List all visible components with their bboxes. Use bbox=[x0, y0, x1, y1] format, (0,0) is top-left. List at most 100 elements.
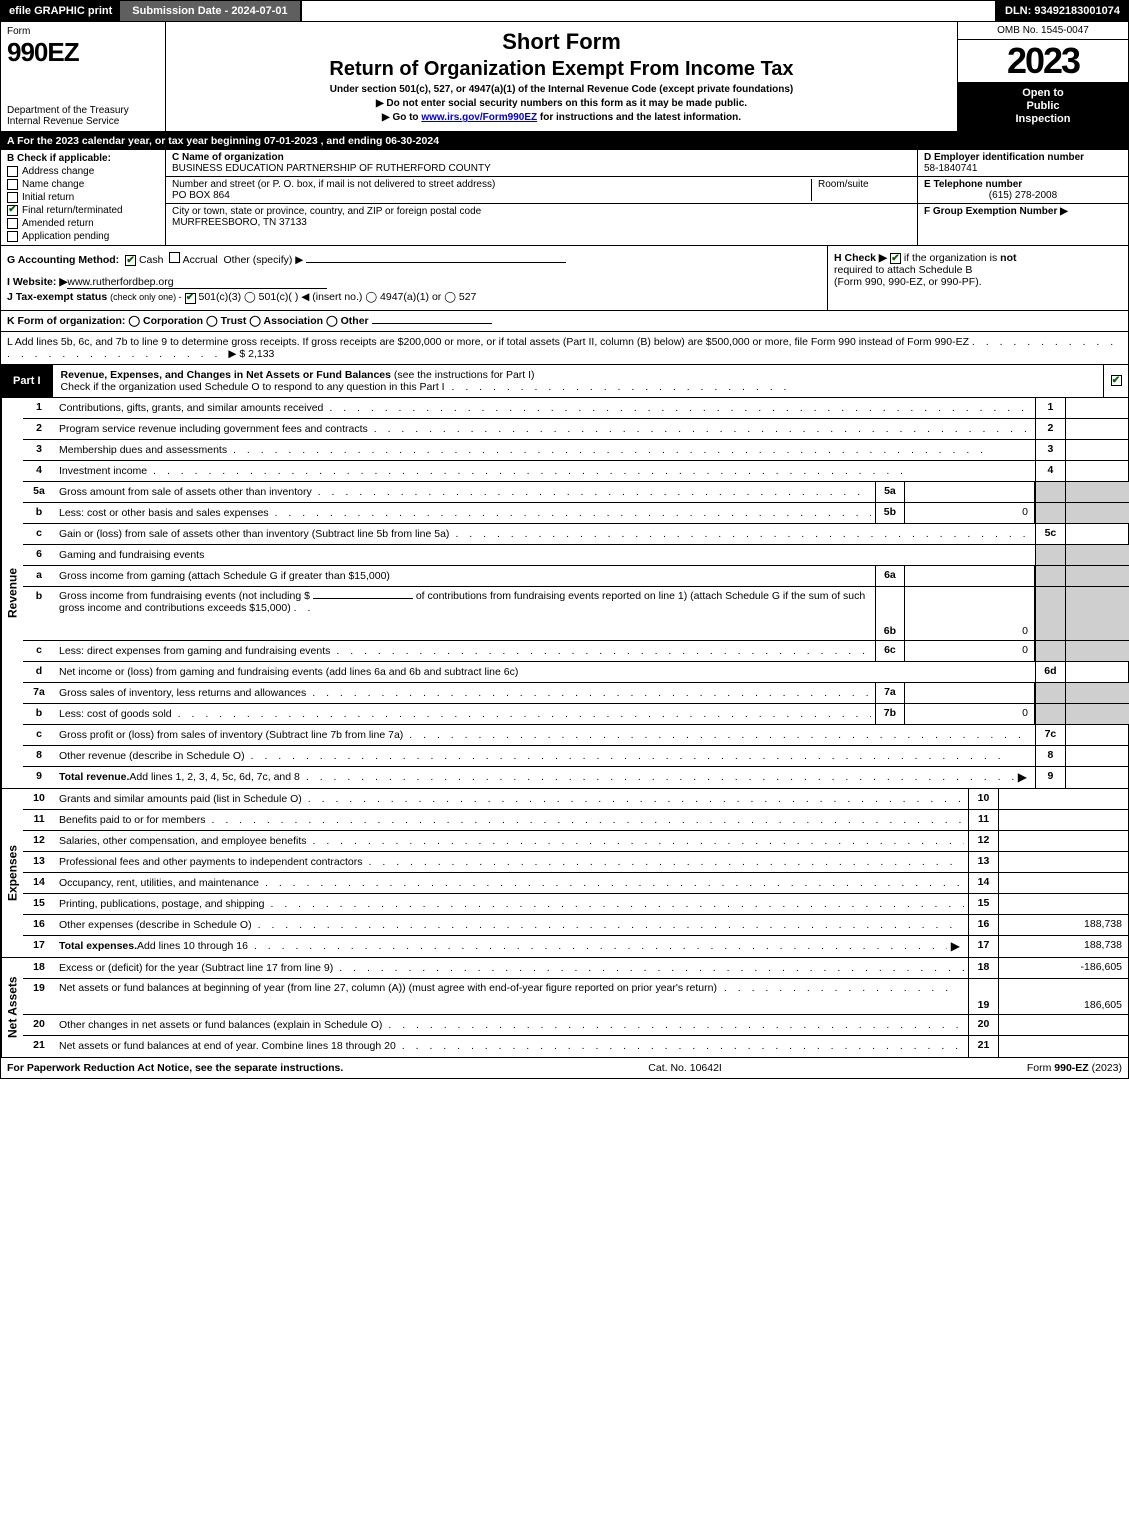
row-desc: Excess or (deficit) for the year (Subtra… bbox=[55, 958, 968, 978]
group-exemption-block: F Group Exemption Number ▶ bbox=[918, 204, 1128, 219]
row-right-value bbox=[998, 852, 1128, 872]
chk-name-change[interactable]: Name change bbox=[7, 179, 159, 190]
row-num: 9 bbox=[23, 767, 55, 788]
dots: . . . . . . . . . . . . . . . . . . . . … bbox=[270, 898, 964, 910]
table-row: 10 Grants and similar amounts paid (list… bbox=[23, 789, 1128, 810]
checkbox-icon bbox=[125, 255, 136, 266]
chk-application-pending[interactable]: Application pending bbox=[7, 231, 159, 242]
row-text: Gaming and fundraising events bbox=[59, 549, 204, 561]
dots: . . . . . . . . . . . . . . . . . bbox=[717, 982, 952, 994]
part-1-sub: Check if the organization used Schedule … bbox=[61, 381, 445, 393]
row-text: Printing, publications, postage, and shi… bbox=[59, 898, 264, 910]
line-k-text: K Form of organization: ◯ Corporation ◯ … bbox=[7, 315, 369, 327]
table-row: 17 Total expenses. Add lines 10 through … bbox=[23, 936, 1128, 957]
goto-prefix: ▶ Go to bbox=[382, 112, 421, 123]
row-num: 21 bbox=[23, 1036, 55, 1057]
row-mid-label: 7b bbox=[875, 704, 905, 724]
ein-block: D Employer identification number 58-1840… bbox=[918, 150, 1128, 177]
row-mid-value: 0 bbox=[905, 641, 1035, 661]
efile-print-label[interactable]: efile GRAPHIC print bbox=[1, 1, 120, 21]
row-right-label: 2 bbox=[1035, 419, 1065, 439]
accrual-label: Accrual bbox=[183, 254, 218, 266]
dots: . . . . . . . . . . . . . . . . . . . . … bbox=[409, 729, 1031, 741]
row-desc: Less: cost of goods sold. . . . . . . . … bbox=[55, 704, 875, 724]
arrow-icon: ▶ bbox=[1018, 770, 1027, 784]
street-block: Number and street (or P. O. box, if mail… bbox=[172, 179, 811, 201]
checkbox-icon[interactable] bbox=[1111, 375, 1122, 386]
chk-initial-return[interactable]: Initial return bbox=[7, 192, 159, 203]
chk-address-change[interactable]: Address change bbox=[7, 166, 159, 177]
row-mid-label: 7a bbox=[875, 683, 905, 703]
org-name-block: C Name of organization BUSINESS EDUCATIO… bbox=[166, 150, 917, 177]
group-label: F Group Exemption Number ▶ bbox=[924, 206, 1068, 217]
other-label: Other (specify) ▶ bbox=[224, 254, 304, 266]
checkbox-icon bbox=[7, 179, 18, 190]
table-row: 13 Professional fees and other payments … bbox=[23, 852, 1128, 873]
row-desc: Gain or (loss) from sale of assets other… bbox=[55, 524, 1035, 544]
row-mid-label: 5a bbox=[875, 482, 905, 502]
row-right-label: 10 bbox=[968, 789, 998, 809]
org-name-label: C Name of organization bbox=[172, 152, 284, 163]
line-i-website: I Website: ▶www.rutherfordbep.org bbox=[7, 276, 821, 289]
form-header: Form 990EZ Department of the Treasury In… bbox=[1, 22, 1128, 132]
open-to-public-badge: Open to Public Inspection bbox=[958, 83, 1128, 131]
checkbox-icon bbox=[7, 218, 18, 229]
blank-line bbox=[313, 598, 413, 599]
city-block: City or town, state or province, country… bbox=[166, 204, 917, 245]
street-label: Number and street (or P. O. box, if mail… bbox=[172, 179, 495, 190]
row-num: 10 bbox=[23, 789, 55, 809]
line-a-tax-year: A For the 2023 calendar year, or tax yea… bbox=[1, 132, 1128, 150]
line-h-schedule-b: H Check ▶ if the organization is not req… bbox=[828, 246, 1128, 310]
row-num: d bbox=[23, 662, 55, 682]
table-row: 1 Contributions, gifts, grants, and simi… bbox=[23, 398, 1129, 419]
shaded-cell bbox=[1035, 704, 1065, 724]
row-right-label: 12 bbox=[968, 831, 998, 851]
table-row: 4 Investment income. . . . . . . . . . .… bbox=[23, 461, 1129, 482]
row-num: 6 bbox=[23, 545, 55, 565]
dots: . . . . . . . . . . . . . . . . . . . . … bbox=[251, 750, 1031, 762]
omb-number: OMB No. 1545-0047 bbox=[958, 22, 1128, 40]
irs-link[interactable]: www.irs.gov/Form990EZ bbox=[421, 112, 537, 123]
table-row: 3 Membership dues and assessments. . . .… bbox=[23, 440, 1129, 461]
row-num: 5a bbox=[23, 482, 55, 502]
website-value: www.rutherfordbep.org bbox=[67, 276, 327, 289]
row-text: Gain or (loss) from sale of assets other… bbox=[59, 528, 449, 540]
row-desc: Net assets or fund balances at beginning… bbox=[55, 979, 968, 1014]
dots: . . . . . . . . . . . . . . . . . . . . … bbox=[211, 814, 964, 826]
city-label: City or town, state or province, country… bbox=[172, 206, 481, 217]
dots: . . . . . . . . . . . . . . . . . . . . … bbox=[312, 835, 964, 847]
table-row: 7a Gross sales of inventory, less return… bbox=[23, 683, 1129, 704]
org-name-value: BUSINESS EDUCATION PARTNERSHIP OF RUTHER… bbox=[172, 163, 491, 174]
row-mid-value bbox=[905, 482, 1035, 502]
row-right-label: 21 bbox=[968, 1036, 998, 1057]
footer-form-num: 990-EZ bbox=[1054, 1062, 1088, 1074]
revenue-grid: Revenue 1 Contributions, gifts, grants, … bbox=[1, 398, 1128, 789]
dln-number: DLN: 93492183001074 bbox=[997, 1, 1128, 21]
cash-label: Cash bbox=[139, 254, 164, 266]
shaded-cell bbox=[1065, 545, 1129, 565]
row-text: Gross income from fundraising events (no… bbox=[59, 590, 310, 602]
row-right-value: 2,133 bbox=[1065, 767, 1129, 788]
row-num: b bbox=[23, 587, 55, 640]
row-desc: Other expenses (describe in Schedule O).… bbox=[55, 915, 968, 935]
row-text: Other expenses (describe in Schedule O) bbox=[59, 919, 252, 931]
arrow-icon: ▶ bbox=[951, 939, 960, 953]
row-mid-value: 0 bbox=[905, 704, 1035, 724]
row-num: 1 bbox=[23, 398, 55, 418]
chk-final-return[interactable]: Final return/terminated bbox=[7, 205, 159, 216]
chk-amended-return[interactable]: Amended return bbox=[7, 218, 159, 229]
line-h-label: H Check ▶ bbox=[834, 252, 887, 264]
row-text: Net assets or fund balances at end of ye… bbox=[59, 1040, 396, 1052]
row-right-value bbox=[998, 831, 1128, 851]
net-assets-grid: Net Assets 18 Excess or (deficit) for th… bbox=[1, 958, 1128, 1057]
row-mid-value bbox=[905, 683, 1035, 703]
section-ghij: G Accounting Method: Cash Accrual Other … bbox=[1, 246, 1128, 311]
row-text: Membership dues and assessments bbox=[59, 444, 227, 456]
row-right-value: 133 bbox=[1065, 461, 1129, 481]
shaded-cell bbox=[1035, 587, 1065, 640]
row-desc: Contributions, gifts, grants, and simila… bbox=[55, 398, 1035, 418]
section-b-header: B Check if applicable: bbox=[7, 153, 159, 164]
row-text: Benefits paid to or for members bbox=[59, 814, 205, 826]
line-j-opts: 501(c)(3) ◯ 501(c)( ) ◀ (insert no.) ◯ 4… bbox=[198, 291, 476, 303]
row-text: Excess or (deficit) for the year (Subtra… bbox=[59, 962, 333, 974]
